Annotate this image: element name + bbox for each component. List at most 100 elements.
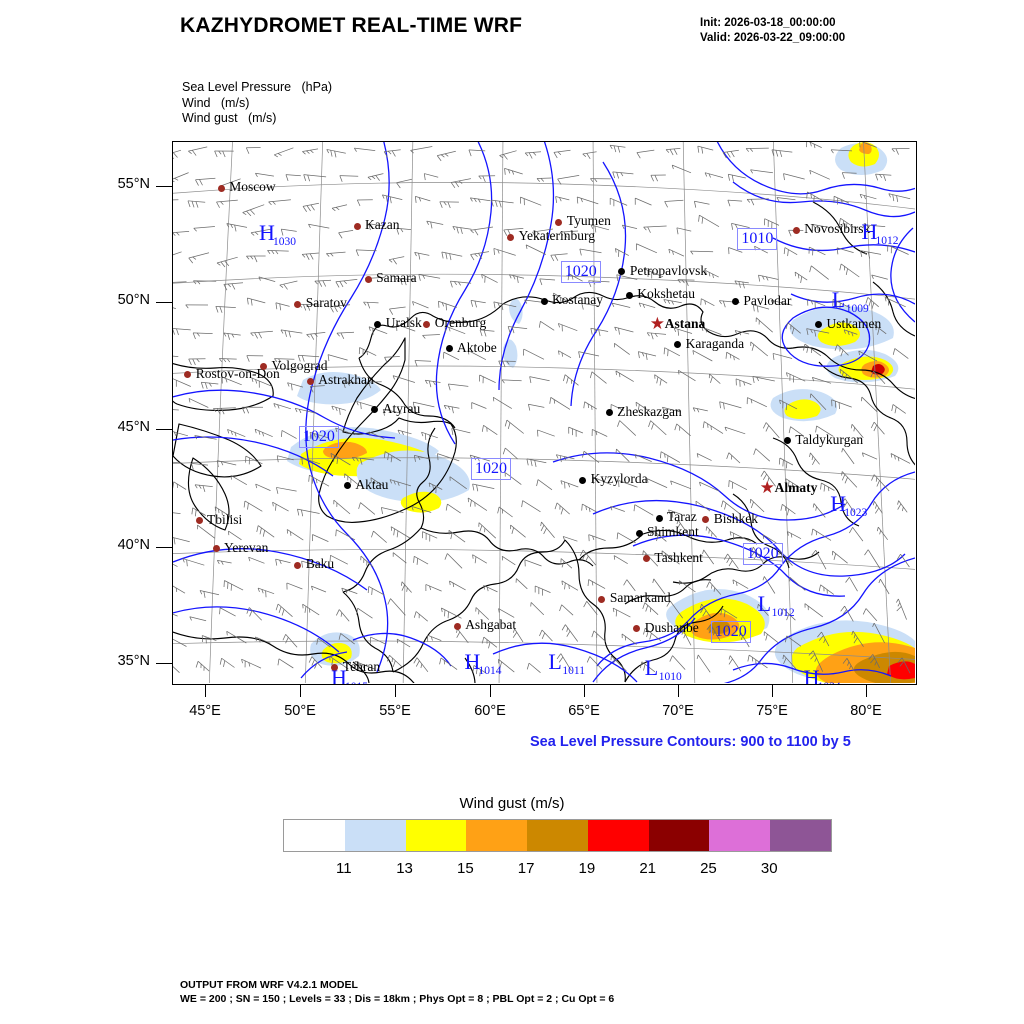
- foreign-city-dot-icon: [306, 377, 314, 385]
- colorbar-band: [648, 820, 710, 851]
- foreign-city-dot-icon: [353, 222, 361, 230]
- pressure-center-symbol: L: [644, 654, 659, 680]
- foreign-city-dot-icon: [702, 516, 710, 524]
- city-label: Petropavlovsk: [629, 262, 708, 278]
- city-label: Zheskazgan: [617, 403, 682, 419]
- page-title: KAZHYDROMET REAL-TIME WRF: [180, 14, 523, 37]
- foreign-city-dot-icon: [331, 664, 339, 672]
- colorbar-tick-label: 17: [517, 860, 535, 877]
- foreign-city-dot-icon: [294, 561, 302, 569]
- map-borders: [173, 201, 915, 683]
- city-label: Tyumen: [566, 213, 611, 229]
- foreign-city-dot-icon: [642, 555, 650, 563]
- x-axis-tick-mark: [395, 685, 397, 697]
- city-label: Samarkand: [609, 590, 671, 606]
- map-canvas: [173, 142, 915, 683]
- y-axis-tick-mark: [156, 663, 172, 665]
- colorbar-tick-label: 19: [578, 860, 596, 877]
- pressure-center-symbol: L: [831, 286, 846, 312]
- colorbar-tick-label: 30: [760, 860, 778, 877]
- city-label: Moscow: [229, 179, 276, 194]
- pressure-center-value: 1012: [875, 235, 899, 247]
- colorbar-tick-label: 15: [456, 860, 474, 877]
- pressure-center-symbol: H: [464, 649, 481, 675]
- city-dot-icon: [579, 476, 587, 484]
- foreign-city-dot-icon: [217, 184, 225, 192]
- city-label: Aktau: [355, 476, 389, 492]
- pressure-center-symbol: H: [861, 219, 878, 244]
- contour-value-label: 1020: [710, 620, 751, 643]
- foreign-city-dot-icon: [260, 363, 267, 370]
- city-label: Volgograd: [271, 357, 328, 373]
- y-axis-tick-mark: [156, 186, 172, 188]
- city-label: Ustkamen: [826, 315, 882, 331]
- city-label: Taldykurgan: [795, 431, 864, 447]
- pressure-center-symbol: L: [757, 591, 772, 617]
- y-axis-tick-label: 35°N: [117, 653, 150, 669]
- valid-time: Valid: 2026-03-22_09:00:00: [700, 32, 846, 44]
- city-dot-icon: [618, 268, 626, 276]
- city-dot-icon: [674, 341, 682, 349]
- city-label: Karaganda: [685, 335, 745, 351]
- x-axis-tick-label: 65°E: [568, 703, 600, 719]
- x-axis-tick-mark: [772, 685, 774, 697]
- city-label: Tbilisi: [207, 511, 243, 527]
- model-info-footer: OUTPUT FROM WRF V4.2.1 MODEL WE = 200 ; …: [180, 979, 615, 1005]
- colorbar-tick-label: 11: [335, 860, 352, 877]
- city-label: Pavlodar: [743, 292, 792, 308]
- pressure-center-symbol: H: [803, 665, 820, 685]
- pressure-contours: [173, 142, 915, 683]
- foreign-city-dot-icon: [184, 371, 192, 379]
- y-axis-tick-label: 45°N: [117, 419, 150, 435]
- city-label: Ashgabat: [465, 617, 517, 633]
- pressure-center-value: 1014: [478, 665, 502, 678]
- city-label: Kyzylorda: [590, 471, 648, 487]
- foreign-city-dot-icon: [507, 233, 515, 241]
- foreign-city-dot-icon: [453, 622, 461, 630]
- contour-value-label: 1020: [560, 260, 601, 283]
- city-label: Yekaterinburg: [518, 228, 595, 244]
- x-axis-tick-mark: [584, 685, 586, 697]
- city-dot-icon: [625, 291, 633, 299]
- colorbar-tick-label: 21: [639, 860, 656, 877]
- x-axis-tick-label: 75°E: [756, 703, 788, 719]
- contour-value-label: 1020: [742, 543, 783, 566]
- foreign-city-dot-icon: [633, 625, 641, 633]
- colorbar-band: [587, 820, 649, 851]
- colorbar-band: [344, 820, 406, 851]
- city-label: Almaty: [774, 480, 818, 496]
- city-label: Astrakhan: [318, 372, 374, 388]
- city-label: Saratov: [305, 295, 347, 311]
- pressure-center-value: 1011: [562, 665, 585, 678]
- city-label: Samara: [376, 270, 417, 286]
- colorbar-band: [284, 820, 345, 851]
- contour-value-label: 1020: [471, 458, 511, 481]
- pressure-center-value: 1012: [771, 607, 795, 620]
- city-dot-icon: [655, 514, 663, 522]
- x-axis-tick-mark: [866, 685, 868, 697]
- colorbar-tick-label: 13: [396, 860, 413, 877]
- wind-barbs: [173, 142, 911, 677]
- city-label: Orenburg: [434, 315, 487, 331]
- foreign-city-dot-icon: [195, 517, 203, 525]
- y-axis-tick-mark: [156, 547, 172, 549]
- contour-value-label: 1010: [737, 228, 778, 251]
- y-axis-tick-mark: [156, 302, 172, 304]
- city-label: Uralsk: [385, 315, 422, 331]
- foreign-city-dot-icon: [792, 226, 800, 234]
- map-panel[interactable]: Moscow Tyumen Yekaterinburg Novosibirsk Kaza…: [172, 141, 917, 685]
- capital-star-icon: ★: [649, 313, 666, 333]
- city-dot-icon: [731, 298, 739, 306]
- run-times: Init: 2026-03-18_00:00:00 Valid: 2026-03…: [700, 16, 845, 46]
- city-dot-icon: [540, 297, 548, 305]
- city-dot-icon: [783, 437, 791, 445]
- pressure-center-value: 1009: [845, 302, 869, 315]
- city-dot-icon: [605, 409, 613, 416]
- foreign-city-dot-icon: [555, 218, 563, 226]
- colorbar[interactable]: [283, 819, 832, 852]
- x-axis-tick-mark: [490, 685, 492, 697]
- y-axis-tick-label: 40°N: [117, 537, 150, 553]
- colorbar-band: [770, 820, 832, 851]
- foreign-city-dot-icon: [423, 320, 431, 328]
- colorbar-band: [405, 820, 467, 851]
